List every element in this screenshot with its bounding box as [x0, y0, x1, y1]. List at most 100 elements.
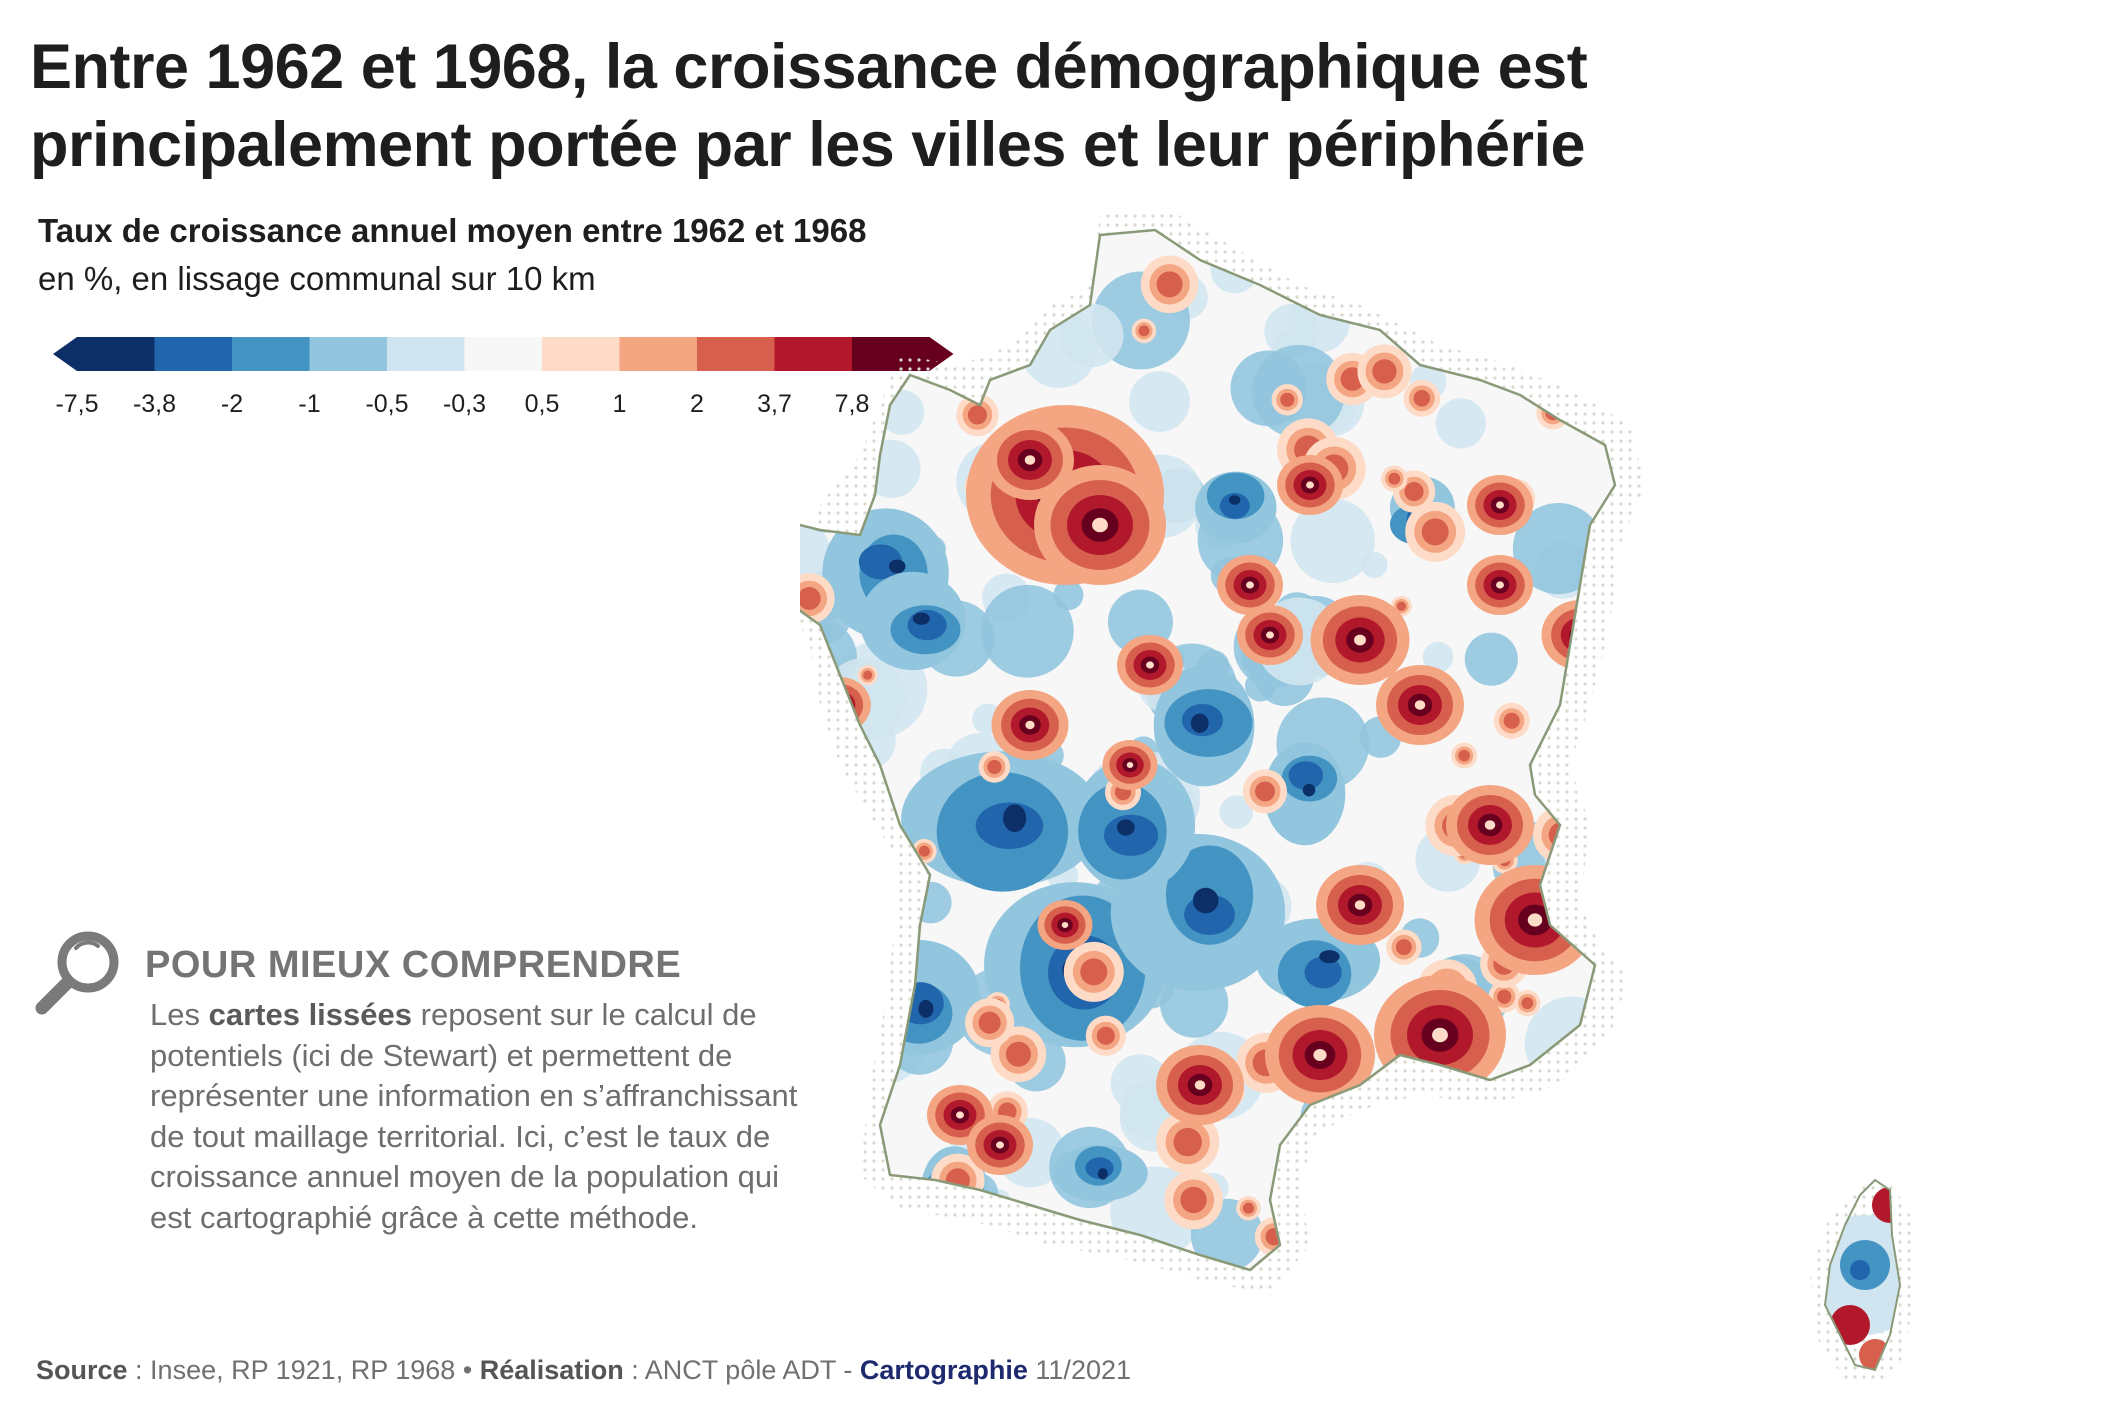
surface-growth-zone	[1432, 1027, 1448, 1043]
legend-unit: en %, en lissage communal sur 10 km	[38, 260, 596, 297]
surface-growth-spot	[1452, 1108, 1509, 1164]
surface-blob	[1219, 795, 1253, 829]
surface-blob	[876, 247, 973, 343]
surface-growth-spot	[1404, 482, 1424, 502]
surface-growth-zone	[1414, 700, 1426, 710]
legend-class-8	[697, 337, 775, 371]
surface-blob	[800, 473, 808, 507]
surface-growth-zone	[1496, 501, 1504, 509]
surface-growth-spot	[1005, 1041, 1031, 1067]
surface-growth-zone	[1313, 1049, 1327, 1061]
info-line-2: potentiels (ici de Stewart) et permetten…	[150, 1037, 733, 1073]
legend-class-4	[387, 337, 465, 371]
legend-color-scale	[53, 337, 954, 371]
surface-decline-zone	[1097, 1168, 1108, 1180]
surface-blob	[1418, 1188, 1501, 1270]
info-line-6: est cartographié grâce à cette méthode.	[150, 1199, 698, 1235]
info-box-text: Les cartes lissées reposent sur le calcu…	[150, 995, 950, 1238]
surface-blob	[1464, 632, 1518, 686]
surface-decline-zone	[1190, 713, 1209, 733]
info-line-4: de tout maillage territorial. Ici, c’est…	[150, 1118, 771, 1154]
legend-tick-label: -3,8	[132, 390, 177, 418]
info-line-1-pre: Les	[150, 997, 209, 1032]
surface-growth-spot	[1524, 1107, 1550, 1133]
surface-growth-spot	[1280, 392, 1295, 407]
legend-class-5	[464, 337, 542, 371]
surface-growth-spot	[800, 818, 817, 844]
surface-growth-spot	[1421, 518, 1449, 546]
surface-growth-spot	[1255, 781, 1275, 802]
legend-tick-label: 1	[612, 390, 627, 418]
surface-blob	[1422, 641, 1454, 673]
surface-growth-zone	[956, 1111, 964, 1119]
surface-growth-zone	[1146, 661, 1154, 669]
legend-tick-label: 2	[690, 390, 704, 418]
legend-tick-label: -1	[298, 390, 321, 418]
surface-blob	[1290, 498, 1375, 584]
info-line-1-post: reposent sur le calcul de	[412, 997, 757, 1032]
realisation-label: Réalisation	[479, 1355, 624, 1385]
surface-decline-zone	[918, 999, 934, 1018]
title-line-1: Entre 1962 et 1968, la croissance démogr…	[30, 32, 1588, 102]
info-line-3: représenter une information en s’affranc…	[150, 1078, 798, 1113]
surface-growth-spot	[800, 804, 832, 858]
surface-growth-spot	[1173, 1127, 1202, 1157]
surface-growth-spot	[978, 1011, 1001, 1034]
legend-class-2	[232, 337, 310, 371]
surface-growth-spot	[1576, 266, 1605, 295]
surface-growth-spot	[1554, 342, 1578, 367]
surface-growth-zone	[1484, 820, 1496, 830]
surface-decline-zone	[912, 612, 930, 625]
surface-blob	[1553, 1117, 1595, 1160]
surface-decline-zone	[1116, 819, 1135, 836]
surface-growth-spot	[800, 587, 821, 610]
corsica-surface-blob	[1850, 1260, 1870, 1280]
surface-growth-spot	[1581, 271, 1600, 290]
surface-decline-zone	[1228, 495, 1241, 505]
surface-growth-zone	[1266, 631, 1274, 639]
surface-growth-spot	[800, 417, 821, 444]
surface-growth-spot	[800, 264, 856, 326]
source-label: Source	[36, 1355, 128, 1385]
surface-decline-zone	[1104, 814, 1159, 856]
legend-tick-label: -7,5	[55, 390, 99, 418]
surface-growth-spot	[1180, 1186, 1207, 1214]
surface-growth-zone	[1061, 922, 1069, 928]
surface-growth-zone	[1496, 581, 1504, 589]
surface-decline-zone	[888, 559, 906, 574]
corsica-outline	[1823, 1178, 1902, 1372]
surface-blob	[1480, 1166, 1534, 1220]
surface-growth-spot	[987, 759, 1002, 775]
surface-blob	[1435, 398, 1486, 449]
surface-growth-spot	[946, 254, 982, 290]
surface-growth-spot	[1388, 472, 1401, 485]
surface-growth-zone	[1024, 455, 1036, 465]
surface-blob	[800, 769, 843, 848]
surface-growth-spot	[1395, 939, 1412, 956]
surface-growth-zone	[1354, 634, 1366, 646]
surface-growth-spot	[967, 405, 987, 425]
surface-blob	[829, 371, 865, 407]
surface-blob	[873, 230, 962, 292]
surface-growth-spot	[800, 413, 832, 452]
surface-growth-spot	[1458, 749, 1470, 762]
legend-tick-label: 3,7	[757, 390, 792, 418]
surface-growth-spot	[1521, 997, 1534, 1010]
surface-growth-spot	[811, 280, 839, 309]
surface-growth-spot	[1431, 322, 1450, 342]
surface-growth-spot	[1517, 1100, 1557, 1140]
surface-growth-spot	[1547, 335, 1585, 373]
legend-tick-label: -0,3	[442, 390, 487, 418]
legend-tick-label: 7,8	[834, 390, 870, 418]
info-line-1: Les cartes lissées reposent sur le calcu…	[150, 995, 950, 1036]
legend-class-3	[309, 337, 387, 371]
surface-growth-spot	[1080, 958, 1108, 986]
surface-decline-zone	[1219, 493, 1250, 519]
legend-tick-label: -2	[220, 390, 244, 418]
legend-class-7	[619, 337, 697, 371]
legend-class-6	[542, 337, 620, 371]
surface-decline-zone	[1319, 950, 1340, 964]
surface-growth-spot	[800, 410, 828, 451]
surface-growth-spot	[1467, 1123, 1493, 1149]
legend-tick-label: 0,5	[524, 390, 560, 418]
